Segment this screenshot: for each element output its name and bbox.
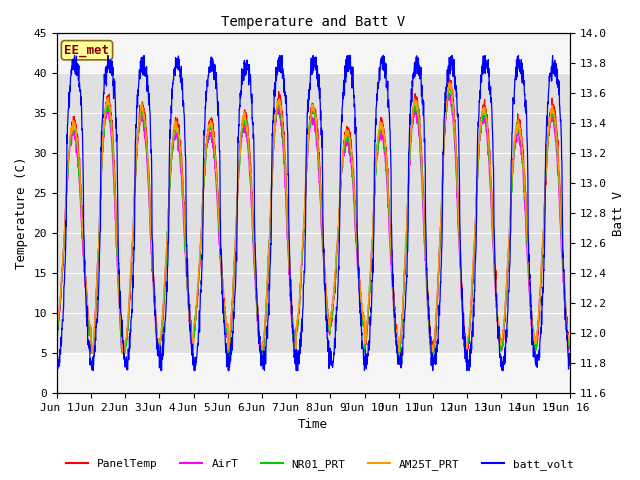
- Y-axis label: Temperature (C): Temperature (C): [15, 157, 28, 269]
- Y-axis label: Batt V: Batt V: [612, 191, 625, 236]
- Title: Temperature and Batt V: Temperature and Batt V: [221, 15, 405, 29]
- Bar: [57, 73, 570, 353]
- Text: EE_met: EE_met: [65, 44, 109, 57]
- X-axis label: Time: Time: [298, 419, 328, 432]
- Legend: PanelTemp, AirT, NR01_PRT, AM25T_PRT, batt_volt: PanelTemp, AirT, NR01_PRT, AM25T_PRT, ba…: [61, 455, 579, 474]
